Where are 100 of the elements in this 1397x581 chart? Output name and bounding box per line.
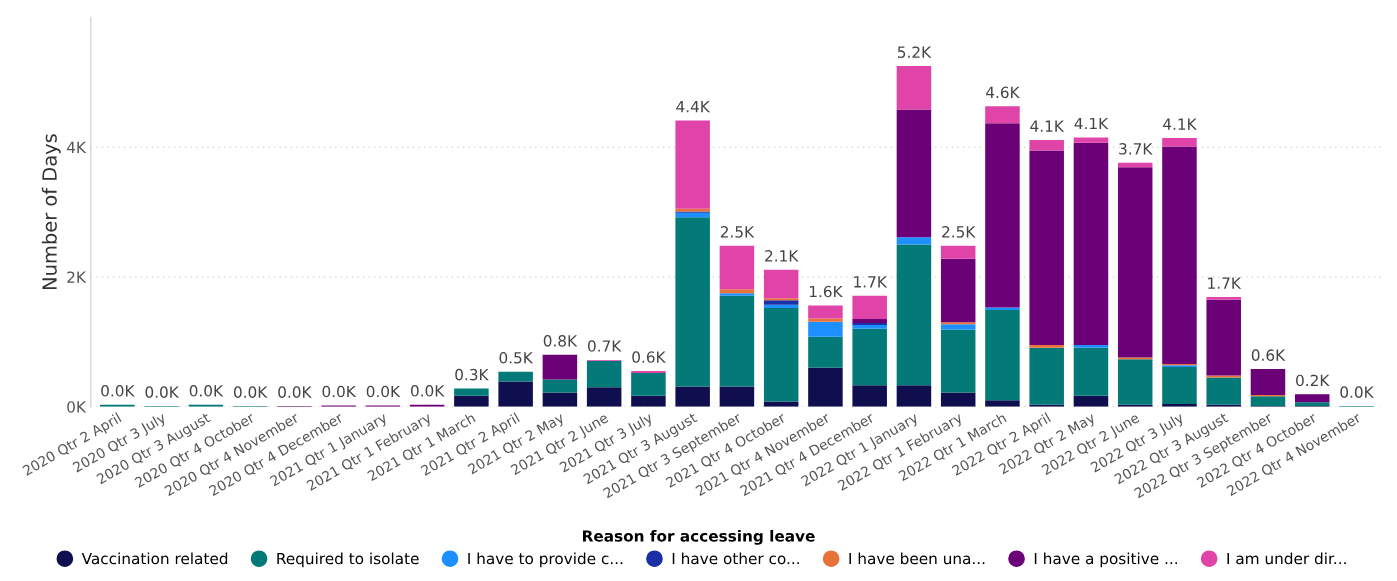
bar: [719, 289, 755, 294]
bar: [808, 367, 843, 407]
legend-label: I have to provide c...: [468, 552, 623, 568]
legend-label: Required to isolate: [277, 552, 419, 568]
bar: [631, 395, 666, 407]
bar: [940, 329, 976, 393]
total-label: 0.6K: [1251, 349, 1286, 361]
bar: [1029, 150, 1064, 346]
bar: [896, 66, 932, 110]
bar: [586, 387, 622, 407]
total-label: 0.0K: [1340, 386, 1374, 398]
total-label: 0.7K: [588, 340, 622, 352]
bar: [896, 109, 932, 238]
legend-label: Vaccination related: [81, 552, 228, 565]
bar: [852, 385, 887, 407]
bar: [675, 386, 710, 407]
total-label: 0.5K: [499, 351, 534, 364]
bar: [896, 244, 932, 386]
bar: [940, 392, 976, 407]
total-label: 0.0K: [145, 386, 180, 398]
total-label: 0.0K: [410, 385, 445, 397]
bar: [1029, 345, 1064, 348]
bar: [985, 307, 1020, 311]
total-label: 4.4K: [676, 101, 711, 113]
bar: [1117, 167, 1153, 358]
bar: [763, 300, 799, 305]
total-label: 1.7K: [854, 276, 888, 288]
total-label: 4.1K: [1163, 118, 1197, 130]
bar: [542, 379, 578, 393]
bar: [1294, 394, 1330, 403]
bar: [719, 293, 755, 296]
bar: [542, 392, 578, 407]
total-label: 1.6K: [809, 285, 843, 298]
bar: [675, 217, 710, 387]
total-label: 4.1K: [1030, 120, 1065, 132]
y-tick-label: 0K: [67, 401, 87, 413]
bar: [1073, 137, 1109, 143]
bar: [763, 269, 799, 299]
legend-label: I have other co...: [672, 552, 799, 565]
bar: [896, 385, 932, 407]
bar: [1029, 347, 1064, 405]
bar: [719, 245, 755, 290]
total-label: 0.0K: [233, 386, 268, 398]
bar: [852, 328, 887, 386]
bar: [896, 237, 932, 245]
legend-label: I have been una...: [849, 552, 985, 565]
total-label: 0.3K: [455, 368, 489, 381]
bar: [1029, 140, 1064, 151]
bar: [808, 321, 843, 337]
total-label: 4.6K: [986, 86, 1020, 99]
total-label: 0.2K: [1296, 374, 1330, 387]
bar: [1073, 142, 1109, 346]
y-tick-label: 2K: [67, 271, 87, 283]
bar: [1073, 347, 1109, 396]
bar: [542, 354, 578, 380]
bar: [985, 106, 1020, 124]
bar: [808, 336, 843, 368]
bar: [808, 305, 843, 319]
bar: [940, 258, 976, 323]
total-label: 2.5K: [942, 226, 976, 238]
legend-label: I am under dir...: [1227, 552, 1346, 565]
bar: [498, 381, 533, 407]
bar: [852, 319, 887, 324]
total-label: 0.0K: [101, 385, 135, 397]
bar: [763, 308, 799, 402]
bar: [1162, 146, 1197, 364]
bar: [719, 295, 755, 387]
bar: [763, 304, 799, 309]
bar: [985, 400, 1020, 407]
bar: [454, 395, 489, 407]
bar: [985, 310, 1020, 401]
bar: [1294, 402, 1330, 407]
y-axis-title: Number of Days: [41, 134, 61, 290]
bar: [1250, 369, 1286, 396]
total-label: 0.0K: [278, 386, 312, 398]
total-label: 3.7K: [1119, 143, 1153, 155]
bar: [719, 386, 755, 407]
bar: [985, 123, 1020, 308]
total-label: 0.8K: [543, 335, 578, 347]
bar: [1073, 345, 1109, 348]
total-label: 0.0K: [322, 385, 357, 398]
bar: [498, 371, 533, 382]
total-label: 2.5K: [720, 226, 755, 238]
bar: [1206, 299, 1241, 376]
bar: [675, 120, 710, 209]
bar: [940, 245, 976, 259]
bar: [586, 360, 622, 388]
bar: [1206, 377, 1241, 405]
bar: [852, 324, 887, 329]
bar: [1206, 297, 1241, 300]
total-label: 0.6K: [632, 351, 666, 363]
total-label: 5.2K: [897, 46, 932, 58]
total-label: 4.1K: [1074, 117, 1109, 130]
bar: [808, 318, 843, 322]
bar: [1117, 359, 1153, 405]
total-label: 2.1K: [765, 250, 799, 262]
bar: [1250, 396, 1286, 407]
bar: [1162, 138, 1197, 147]
bar: [454, 388, 489, 396]
total-label: 0.0K: [366, 385, 401, 398]
